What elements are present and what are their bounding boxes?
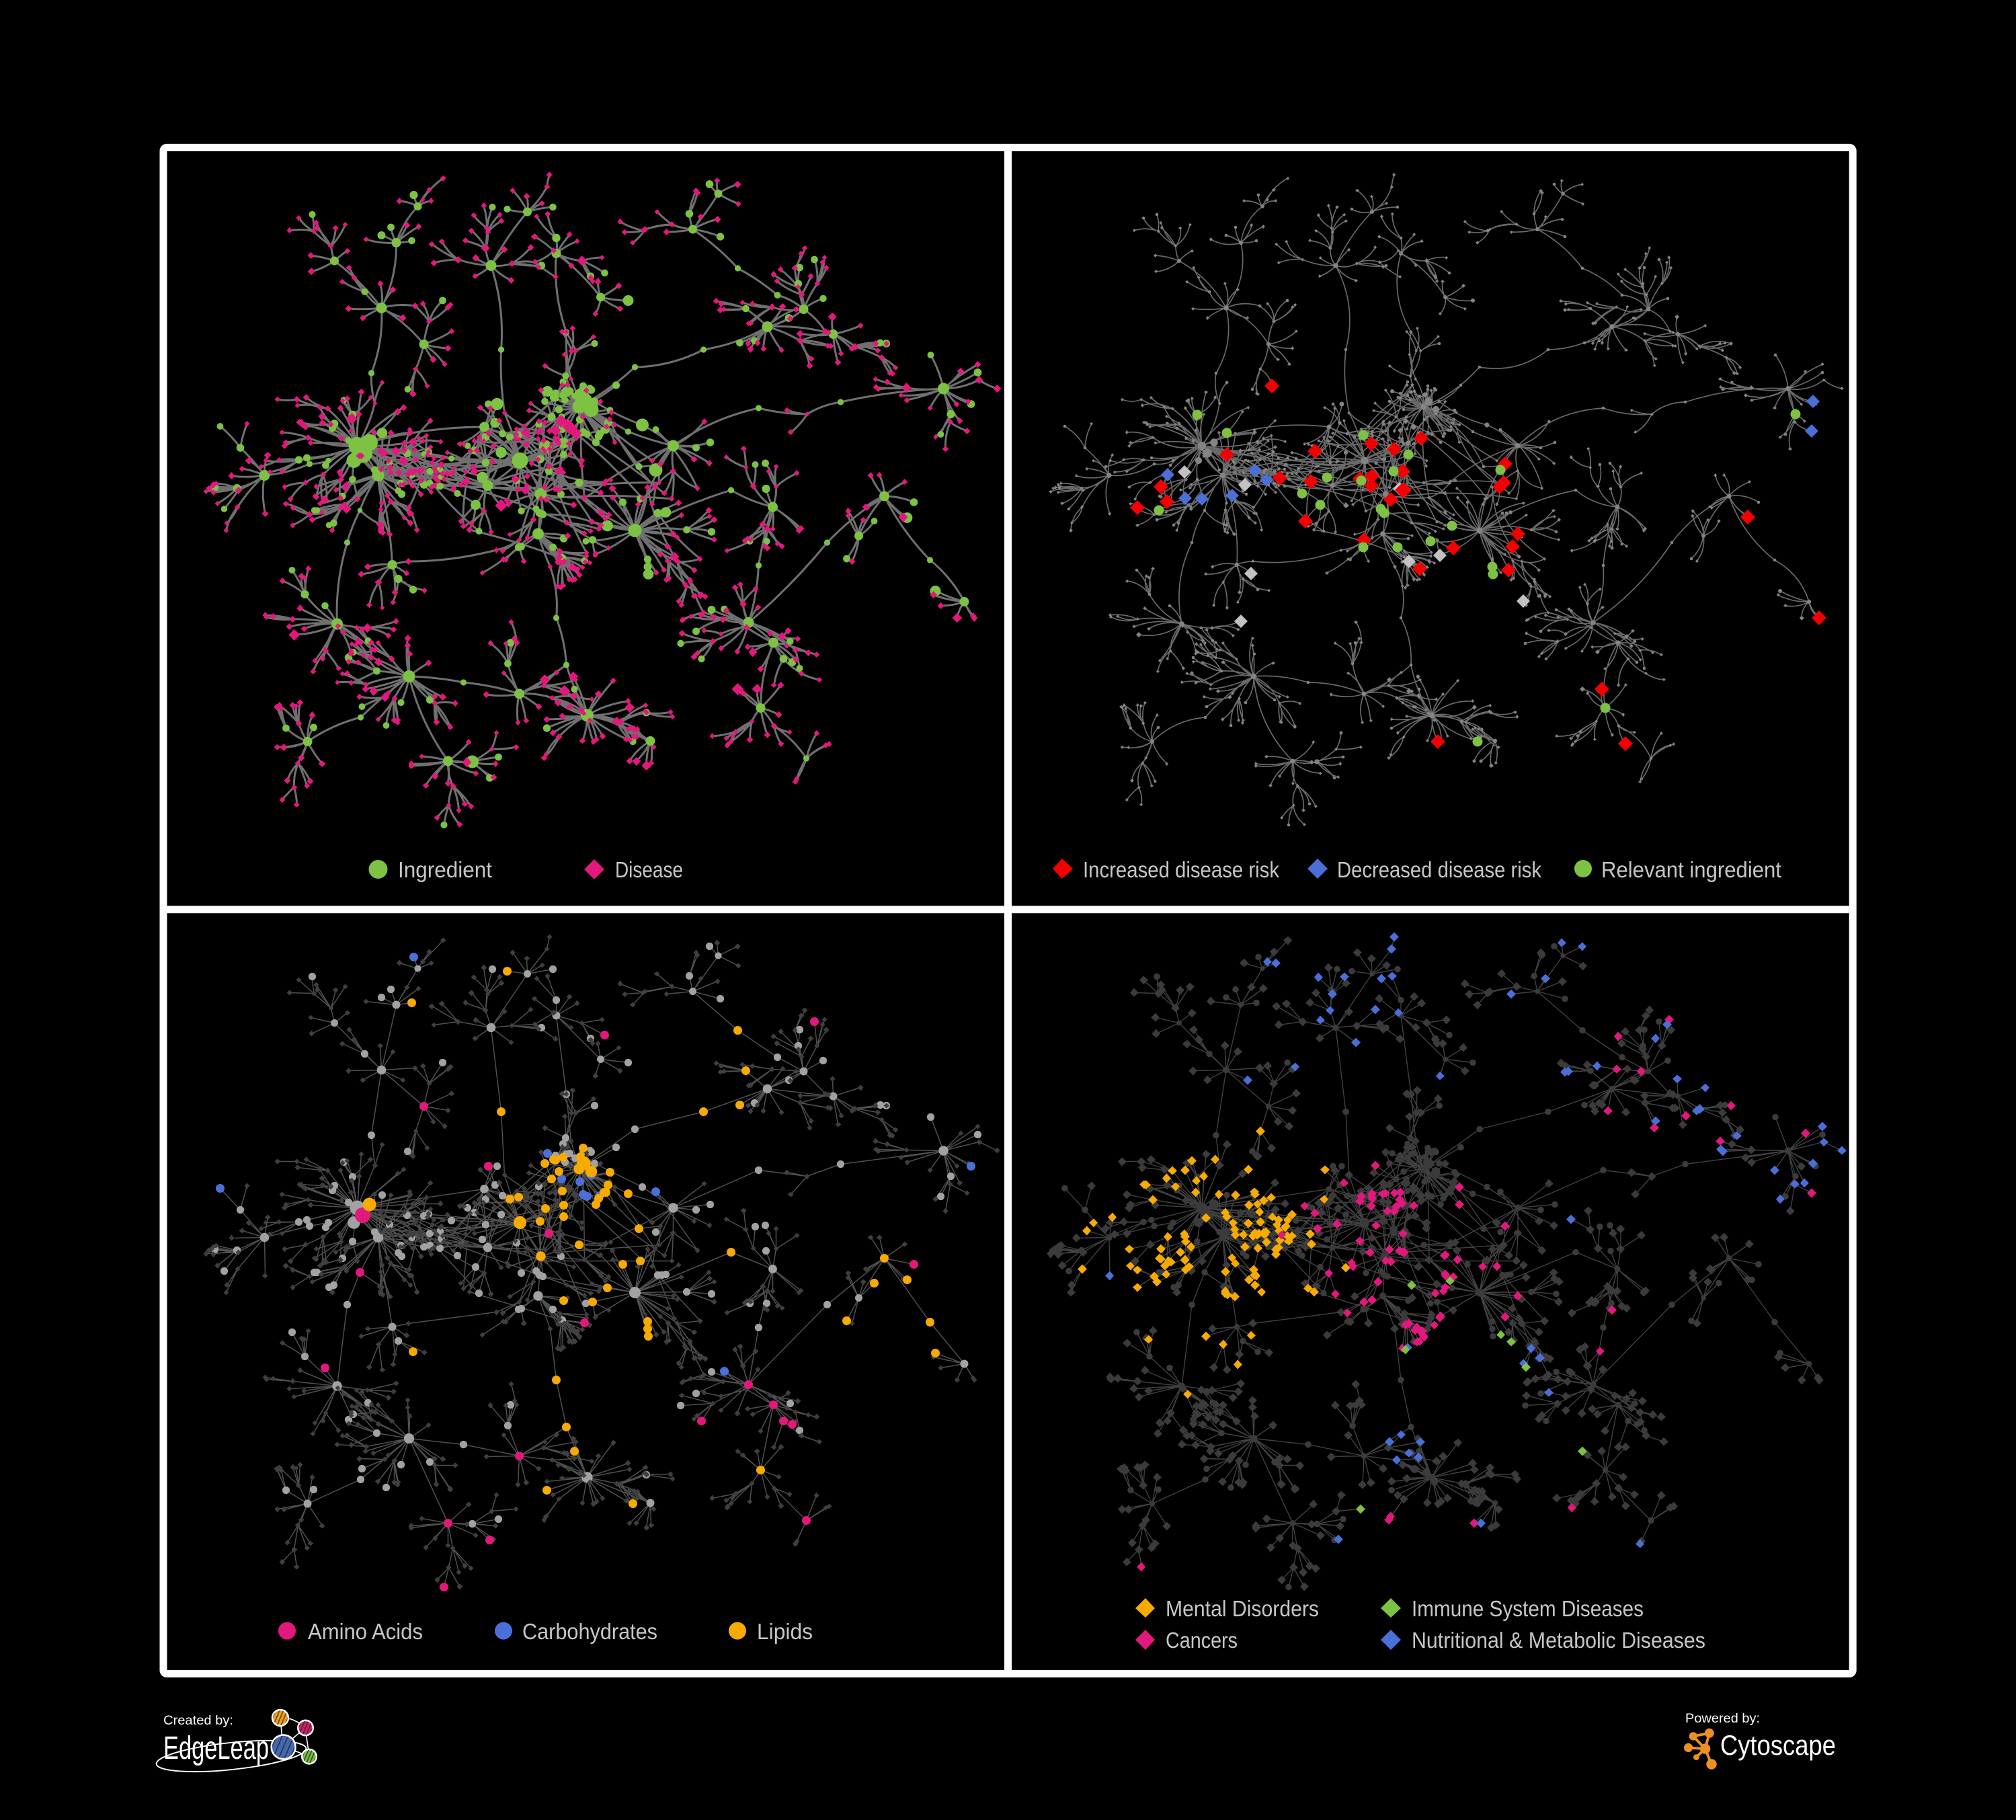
svg-text:Disease: Disease	[615, 857, 683, 882]
svg-text:Powered by:: Powered by:	[1685, 1712, 1760, 1726]
svg-text:Lipids: Lipids	[757, 1619, 813, 1644]
svg-text:Decreased disease risk: Decreased disease risk	[1337, 857, 1541, 882]
svg-text:Cytoscape: Cytoscape	[1720, 1729, 1836, 1761]
svg-text:Cancers: Cancers	[1166, 1628, 1238, 1653]
svg-text:Amino Acids: Amino Acids	[308, 1619, 423, 1644]
svg-text:Created by:: Created by:	[163, 1714, 233, 1728]
svg-text:EdgeLeap: EdgeLeap	[163, 1731, 269, 1766]
svg-text:Mental Disorders: Mental Disorders	[1166, 1596, 1319, 1621]
svg-text:Increased disease risk: Increased disease risk	[1083, 857, 1279, 882]
svg-text:Ingredient: Ingredient	[398, 857, 492, 882]
svg-text:Carbohydrates: Carbohydrates	[522, 1619, 657, 1644]
svg-text:Nutritional & Metabolic Diseas: Nutritional & Metabolic Diseases	[1412, 1628, 1705, 1653]
svg-text:Immune System Diseases: Immune System Diseases	[1412, 1596, 1644, 1621]
svg-text:Relevant ingredient: Relevant ingredient	[1601, 857, 1781, 882]
